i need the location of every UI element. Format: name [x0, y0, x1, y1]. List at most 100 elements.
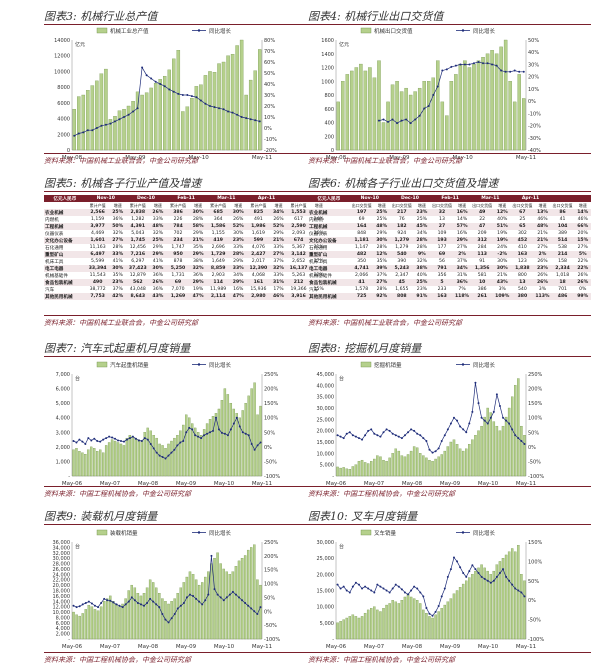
bar — [164, 448, 167, 477]
table-cell: 5,250 — [166, 265, 190, 272]
table-cell: 16,137 — [286, 265, 311, 272]
bar — [501, 425, 505, 477]
bar — [428, 616, 431, 640]
growth-point — [182, 601, 185, 604]
growth-point — [200, 437, 203, 440]
growth-point — [249, 118, 252, 121]
bar — [253, 70, 257, 151]
growth-point — [445, 68, 448, 71]
table-subheader-cell: 累计产值 — [129, 202, 146, 208]
y2-tick-label: 20% — [264, 104, 275, 110]
panel-figure-3: 图表3: 机械行业总产值 机械工业总产值 同比增长 亿元 0 2000 4000 6000 8… — [44, 8, 327, 168]
bar — [87, 449, 90, 477]
growth-point — [348, 431, 351, 434]
bar — [382, 608, 385, 640]
bar — [106, 598, 109, 640]
bar — [400, 455, 404, 477]
growth-point — [465, 575, 468, 578]
growth-line — [73, 416, 261, 459]
bar — [474, 435, 477, 477]
bar — [336, 101, 340, 151]
growth-point — [518, 70, 521, 73]
growth-point — [342, 585, 345, 588]
bar — [96, 610, 100, 640]
table-row: 机械基础件 2,066 37% 2,347 40% 356 31% 581 21% 800 26% 1… — [308, 272, 591, 279]
bar — [115, 603, 118, 640]
bar — [339, 467, 342, 477]
growth-point — [394, 583, 397, 586]
table-cell: 26% — [537, 259, 548, 264]
growth-point — [93, 604, 96, 607]
growth-point — [132, 110, 135, 113]
growth-point — [508, 579, 511, 582]
growth-point — [146, 438, 149, 441]
bar — [109, 595, 112, 640]
bar — [113, 440, 117, 477]
growth-point — [376, 583, 379, 586]
growth-point — [113, 120, 116, 123]
growth-point — [203, 434, 206, 437]
bar — [419, 453, 422, 477]
bar — [382, 459, 385, 477]
bar — [161, 598, 164, 640]
growth-point — [400, 437, 403, 440]
bar — [240, 558, 244, 640]
growth-point — [152, 600, 155, 603]
table-cell: 16% — [453, 209, 471, 216]
bar — [235, 413, 238, 477]
table-cell: 工程机械 — [44, 223, 86, 230]
x-tick-label: May-07 — [364, 644, 385, 650]
table-subheader-cell — [308, 202, 350, 209]
table-cell: 41 — [559, 217, 566, 222]
bar — [373, 606, 376, 640]
table-cell: 2,427 — [246, 251, 271, 258]
bar — [445, 115, 449, 151]
growth-point — [436, 85, 439, 88]
growth-point — [403, 591, 406, 594]
bar — [124, 598, 127, 640]
y2-tick-label: 30% — [528, 62, 539, 68]
table-cell: 177 — [437, 245, 447, 250]
legend-swatch-bar — [96, 361, 108, 368]
bar — [403, 456, 407, 477]
bar — [131, 436, 135, 477]
y2-tick-label: -40% — [528, 148, 541, 154]
bar — [208, 419, 212, 477]
bar — [250, 547, 253, 640]
table-cell: 57% — [453, 223, 471, 230]
table-cell: 36% — [152, 287, 163, 292]
growth-point — [463, 63, 466, 66]
bar — [78, 615, 81, 640]
bar — [455, 590, 459, 640]
table-cell: 7,753 — [85, 293, 110, 300]
table-cell: 24% — [497, 245, 508, 250]
growth-point — [173, 448, 176, 451]
legend-label: 汽车起重机销量 — [110, 361, 149, 369]
y-tick-label: 25,000 — [317, 556, 335, 562]
growth-point — [146, 601, 149, 604]
growth-point — [468, 422, 471, 425]
panel-figure-4: 图表4: 机械行业出口交货值 机械出口交货值 同比增长 亿元 0 200 400 600 80… — [308, 8, 591, 168]
growth-point — [185, 596, 188, 599]
growth-point — [140, 440, 143, 443]
table-row: 重型矿山 6,497 33% 7,216 29% 950 29% 1,729 28% 2,427 2… — [44, 251, 327, 258]
bar — [235, 45, 239, 151]
legend-label: 同比增长 — [473, 529, 496, 537]
growth-point — [391, 118, 394, 121]
table-cell: 2,066 — [355, 273, 369, 278]
table-cell: 其他民用机械 — [308, 293, 350, 300]
y2-tick-label: 30% — [264, 93, 275, 99]
x-tick-label: May-11 — [516, 481, 536, 487]
bar — [142, 593, 146, 640]
growth-point — [376, 434, 379, 437]
table-cell: 302 — [517, 231, 527, 236]
y2-tick-label: 50% — [264, 595, 275, 601]
y2-tick-label: 40% — [528, 50, 539, 56]
table-cell: 212 — [286, 279, 311, 286]
bar — [504, 416, 508, 477]
table-cell: 233 — [437, 287, 447, 292]
growth-point — [462, 428, 465, 431]
growth-point — [431, 614, 434, 617]
bar — [143, 432, 146, 477]
table-cell: 30% — [494, 265, 511, 272]
